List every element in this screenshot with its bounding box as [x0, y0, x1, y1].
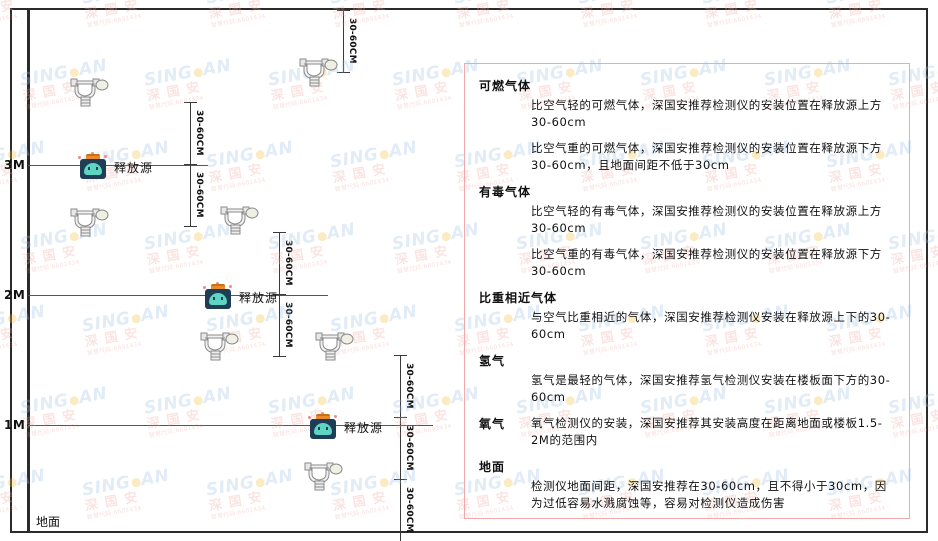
section-title: 地面 [479, 460, 506, 474]
dimension-tick [394, 479, 407, 480]
guidance-section: 地面检测仪地面间距，深国安推荐在30-60cm，且不得小于30cm，因为过低容易… [479, 458, 895, 512]
release-source-label: 释放源 [239, 291, 279, 305]
level-line-2m [28, 295, 328, 296]
guidance-section: 可燃气体比空气轻的可燃气体，深国安推荐检测仪的安装位置在释放源上方30-60cm… [479, 77, 895, 174]
dimension-group-3: 30-60CM 30-60CM 30-60CM [394, 355, 440, 541]
guidance-section: 氢气氢气是最轻的气体，深国安推荐氢气检测仪安装在楼板面下方的30-60cm [479, 352, 895, 406]
dimension-label: 30-60CM [194, 110, 204, 156]
release-source-label: 释放源 [114, 161, 154, 175]
dimension-tick [184, 164, 197, 165]
section-paragraph: 氧气检测仪的安装，深国安推荐其安装高度在距离地面或楼板1.5-2M的范围内 [531, 416, 883, 447]
dimension-tick [273, 232, 286, 233]
level-line-1m [28, 425, 433, 426]
dimension-label: 30-60CM [283, 240, 293, 286]
section-title: 氧气 [479, 417, 506, 431]
section-paragraph: 氢气是最轻的气体，深国安推荐氢气检测仪安装在楼板面下方的30-60cm [531, 373, 891, 404]
guidance-sections: 可燃气体比空气轻的可燃气体，深国安推荐检测仪的安装位置在释放源上方30-60cm… [479, 77, 895, 512]
dimension-label: 30-60CM [283, 302, 293, 348]
section-title: 比重相近气体 [479, 291, 558, 305]
diagram-outer-frame [10, 8, 928, 533]
guidance-section: 有毒气体比空气轻的有毒气体，深国安推荐检测仪的安装位置在释放源上方30-60cm… [479, 183, 895, 280]
dimension-label: 30-60CM [404, 425, 414, 471]
ground-label: 地面 [36, 515, 61, 529]
section-paragraph: 检测仪地面间距，深国安推荐在30-60cm，且不得小于30cm，因为过低容易水溅… [531, 479, 887, 510]
dimension-tick [337, 10, 350, 11]
section-title: 氢气 [479, 354, 506, 368]
level-label-3m: 3M [4, 158, 26, 172]
release-source-icon [78, 152, 108, 180]
gas-detector-icon [216, 200, 260, 236]
dimension-tick [337, 72, 350, 73]
dimension-group-1: 30-60CM 30-60CM [184, 102, 230, 227]
section-title: 可燃气体 [479, 79, 532, 93]
gas-detector-icon [66, 72, 110, 108]
section-paragraph: 比空气重的有毒气体，深国安推荐检测仪的安装位置在释放源下方30-60cm [531, 247, 882, 278]
dimension-group-2: 30-60CM 30-60CM [273, 232, 319, 357]
installation-guidance-panel: 可燃气体比空气轻的可燃气体，深国安推荐检测仪的安装位置在释放源上方30-60cm… [464, 63, 910, 519]
section-paragraph: 与空气比重相近的气体，深国安推荐检测仪安装在释放源上下的30-60cm [531, 310, 891, 341]
section-title: 有毒气体 [479, 185, 532, 199]
release-source-label: 释放源 [344, 421, 384, 435]
dimension-tick [273, 294, 286, 295]
gas-detector-icon [196, 326, 240, 362]
dimension-label: 30-60CM [404, 363, 414, 409]
dimension-label: 30-60CM [404, 487, 414, 533]
dimension-tick [184, 102, 197, 103]
release-source-icon [308, 412, 338, 440]
section-paragraph: 比空气轻的可燃气体，深国安推荐检测仪的安装位置在释放源上方30-60cm [531, 98, 882, 129]
dimension-tick [184, 226, 197, 227]
dimension-tick [394, 417, 407, 418]
gas-detector-icon [295, 52, 339, 88]
dimension-line [343, 10, 344, 72]
dimension-label: 30-60CM [347, 18, 357, 64]
gas-detector-icon [66, 202, 110, 238]
height-axis [27, 8, 30, 533]
level-line-3m [28, 165, 208, 166]
dimension-tick [394, 355, 407, 356]
section-paragraph: 比空气轻的有毒气体，深国安推荐检测仪的安装位置在释放源上方30-60cm [531, 204, 882, 235]
guidance-section: 氧气 氧气检测仪的安装，深国安推荐其安装高度在距离地面或楼板1.5-2M的范围内 [479, 415, 895, 449]
level-label-2m: 2M [4, 288, 26, 302]
release-source-icon [203, 282, 233, 310]
dimension-line [400, 355, 401, 541]
level-label-1m: 1M [4, 418, 26, 432]
guidance-section: 比重相近气体与空气比重相近的气体，深国安推荐检测仪安装在释放源上下的30-60c… [479, 289, 895, 343]
dimension-tick [273, 356, 286, 357]
dimension-group-0: 30-60CM [337, 10, 383, 73]
section-paragraph: 比空气重的可燃气体，深国安推荐检测仪的安装位置在释放源下方30-60cm，且地面… [531, 141, 882, 172]
gas-detector-icon [311, 326, 355, 362]
dimension-label: 30-60CM [194, 172, 204, 218]
gas-detector-icon [300, 456, 344, 492]
